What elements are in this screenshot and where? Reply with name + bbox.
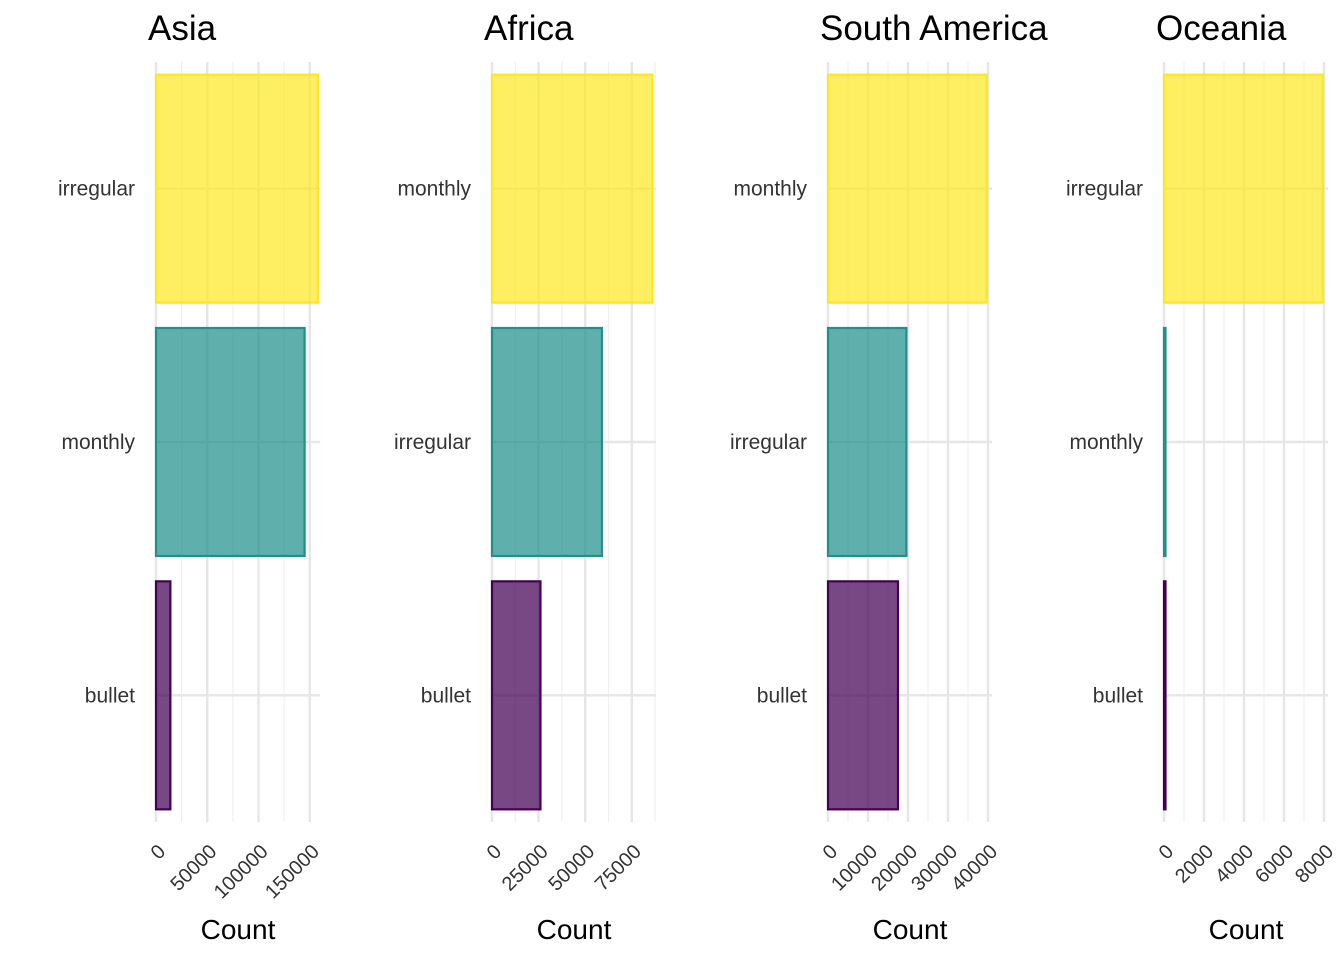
bar-bullet [826,580,900,811]
panel-2: monthlyirregularbullet010000200003000040… [730,9,1048,945]
x-tick-label: 50000 [544,841,599,896]
y-tick-label: bullet [421,684,471,707]
bar-monthly [490,73,654,304]
y-tick-label: monthly [733,178,807,201]
x-tick-label: 150000 [261,841,324,904]
bar-irregular [490,326,604,558]
bar-bullet [490,580,542,811]
y-tick-label: bullet [85,684,135,707]
panel-title: South America [820,9,1048,48]
bar-bullet [1162,580,1167,811]
panel-title: Africa [484,9,574,48]
panel-title: Oceania [1156,9,1287,48]
x-tick-label: 0 [1155,841,1178,864]
bar-irregular [1162,73,1325,304]
x-tick-label: 6000 [1251,841,1298,888]
bar-bullet [154,580,172,811]
bar-irregular [154,73,320,304]
x-tick-label: 25000 [498,841,553,896]
bar-monthly [826,73,988,304]
panel-0: irregularmonthlybullet050000100000150000… [58,9,324,945]
x-tick-label: 0 [819,841,842,864]
bar-monthly [1162,326,1167,558]
y-tick-label: monthly [1069,431,1143,454]
x-axis-label: Count [873,914,948,945]
y-tick-label: monthly [397,178,471,201]
x-tick-label: 8000 [1291,841,1338,888]
bar-irregular [826,326,908,558]
y-tick-label: irregular [394,431,471,454]
y-tick-label: irregular [58,178,135,201]
panel-title: Asia [148,9,217,48]
x-tick-label: 2000 [1171,841,1218,888]
y-tick-label: bullet [757,684,807,707]
y-tick-label: irregular [1066,178,1143,201]
x-tick-label: 100000 [210,841,273,904]
x-axis-label: Count [537,914,612,945]
x-tick-label: 0 [483,841,506,864]
x-axis-label: Count [201,914,276,945]
y-tick-label: irregular [730,431,807,454]
x-tick-label: 40000 [947,841,1002,896]
y-tick-label: bullet [1093,684,1143,707]
x-axis-label: Count [1209,914,1284,945]
y-tick-label: monthly [61,431,135,454]
x-tick-label: 0 [147,841,170,864]
x-tick-label: 75000 [591,841,646,896]
x-tick-label: 4000 [1211,841,1258,888]
bar-monthly [154,326,306,558]
